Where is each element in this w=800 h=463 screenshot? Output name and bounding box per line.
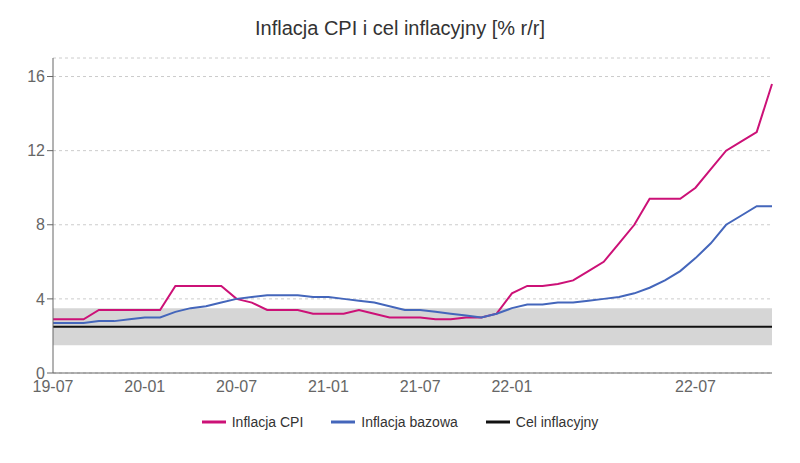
svg-text:22-07: 22-07 [675, 378, 716, 395]
svg-text:19-07: 19-07 [32, 378, 74, 396]
svg-text:8: 8 [36, 216, 45, 233]
svg-text:0: 0 [36, 365, 45, 382]
html-text:Inflacja CPI i cel inflacyjny: Inflacja CPI i cel inflacyjny [% r/r] [255, 17, 545, 39]
svg-text:16: 16 [27, 68, 45, 85]
svg-text:21-01: 21-01 [308, 378, 349, 395]
html-text:Cel inflacyjny: Cel inflacyjny [515, 414, 599, 430]
svg-text:20-01: 20-01 [124, 378, 165, 395]
svg-text:21-07: 21-07 [400, 378, 441, 395]
svg-text:4: 4 [36, 291, 45, 308]
svg-text:20-07: 20-07 [216, 378, 257, 395]
svg-text:22-01: 22-01 [491, 378, 532, 395]
svg-text:12: 12 [27, 142, 45, 159]
html-text:Inflacja bazowa: Inflacja bazowa [361, 414, 458, 430]
html-text:Inflacja CPI: Inflacja CPI [231, 414, 304, 430]
